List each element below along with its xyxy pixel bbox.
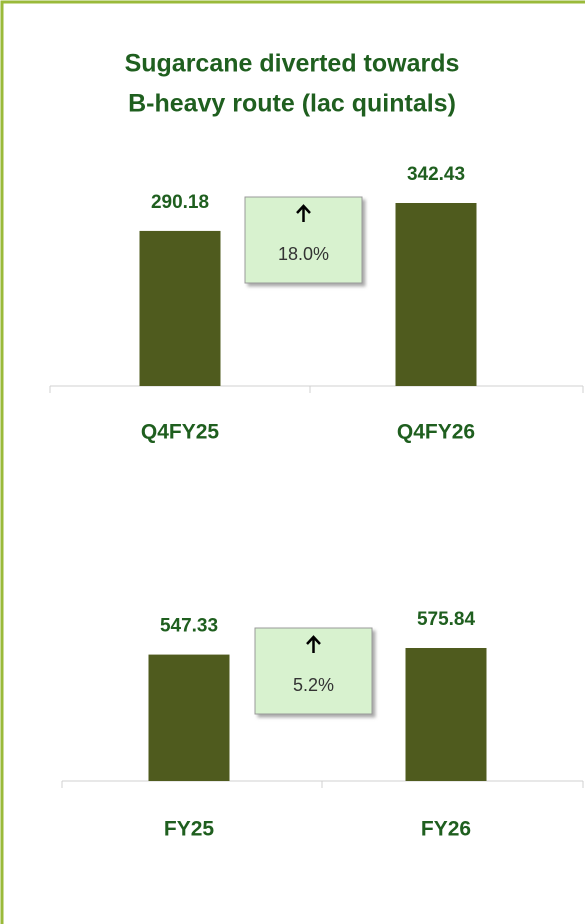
bar xyxy=(148,654,230,781)
value-label: 290.18 xyxy=(151,192,209,213)
value-label: 547.33 xyxy=(160,616,218,637)
bar xyxy=(139,230,221,386)
x-tick-label: FY26 xyxy=(421,818,471,841)
x-tick-label: FY25 xyxy=(164,818,215,841)
title-line: B-heavy route (lac quintals) xyxy=(128,90,456,118)
annotation: 5.2% xyxy=(293,675,334,695)
up-arrow xyxy=(296,204,311,222)
x-tick-label: Q4FY25 xyxy=(141,421,220,444)
bar xyxy=(405,648,487,781)
annotation: 18.0% xyxy=(278,244,329,264)
value-label: 342.43 xyxy=(407,164,465,185)
value-label: 575.84 xyxy=(417,609,476,630)
x-tick-label: Q4FY26 xyxy=(397,421,475,444)
up-arrow xyxy=(306,635,321,653)
title-line: Sugarcane diverted towards xyxy=(125,50,460,78)
bar xyxy=(395,203,477,386)
